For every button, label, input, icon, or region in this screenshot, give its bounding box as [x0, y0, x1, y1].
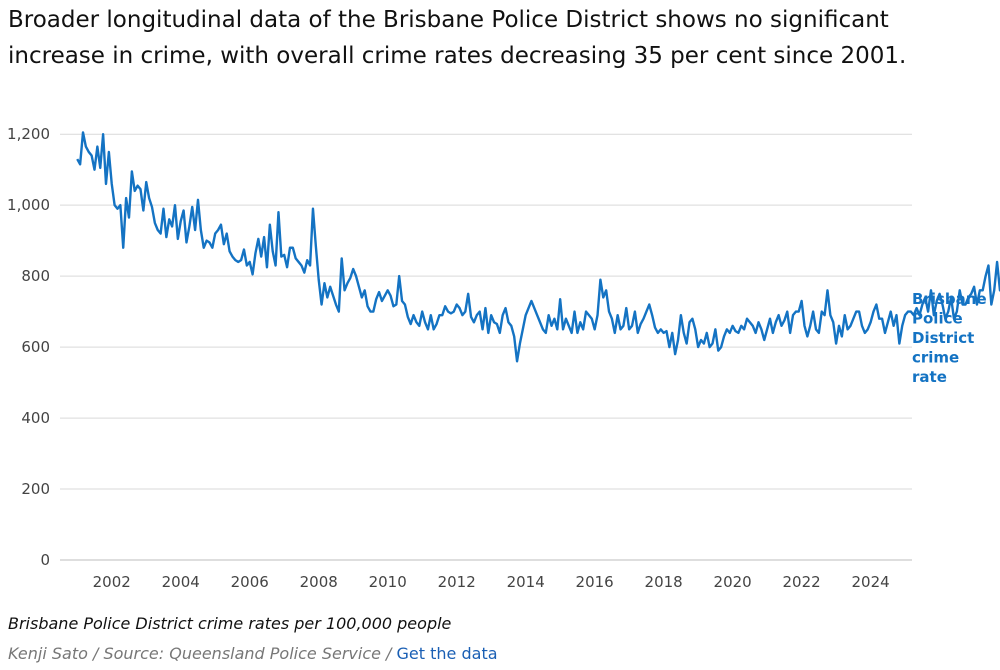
x-tick-label: 2004 [162, 573, 200, 591]
chart-title: Broader longitudinal data of the Brisban… [8, 7, 907, 69]
x-tick-label: 2016 [576, 573, 614, 591]
chart-footer: Kenji Sato / Source: Queensland Police S… [8, 644, 498, 663]
x-tick-label: 2008 [300, 573, 338, 591]
y-tick-label: 400 [21, 409, 50, 427]
x-tick-label: 2020 [714, 573, 752, 591]
series-label-line: rate [912, 368, 947, 386]
series-label-line: Police [912, 310, 963, 328]
x-tick-label: 2014 [507, 573, 545, 591]
source-text: Source: Queensland Police Service [103, 644, 381, 663]
y-tick-label: 200 [21, 480, 50, 498]
y-tick-label: 1,000 [7, 196, 50, 214]
x-tick-label: 2018 [645, 573, 683, 591]
x-tick-label: 2010 [369, 573, 407, 591]
y-axis-tick-labels: 0 200 400 600 800 1,000 1,200 [7, 125, 50, 569]
chart-caption: Brisbane Police District crime rates per… [8, 614, 452, 633]
crime-rate-series-line [76, 131, 1000, 363]
series-label-line: crime [912, 349, 959, 367]
series-label-line: District [912, 329, 974, 347]
get-the-data-link[interactable]: Get the data [396, 644, 498, 663]
y-tick-label: 600 [21, 338, 50, 356]
gridlines [60, 133, 912, 561]
x-tick-label: 2012 [438, 573, 476, 591]
x-tick-label: 2022 [783, 573, 821, 591]
line-chart: 0 200 400 600 800 1,000 1,200 2002 2004 2006 2008… [7, 125, 1000, 591]
x-tick-label: 2024 [852, 573, 890, 591]
series-label-line: Brisbane [912, 290, 987, 308]
y-tick-label: 1,200 [7, 125, 50, 143]
footer-separator: / [87, 644, 104, 663]
x-axis-tick-labels: 2002 2004 2006 2008 2010 2012 2014 2016 2018 2020… [93, 573, 890, 591]
series-label: Brisbane Police District crime rate [912, 290, 987, 386]
y-tick-label: 800 [21, 267, 50, 285]
y-tick-label: 0 [40, 551, 50, 569]
x-tick-label: 2002 [93, 573, 131, 591]
author-name: Kenji Sato [8, 644, 88, 663]
x-tick-label: 2006 [231, 573, 269, 591]
footer-separator: / [380, 644, 397, 663]
